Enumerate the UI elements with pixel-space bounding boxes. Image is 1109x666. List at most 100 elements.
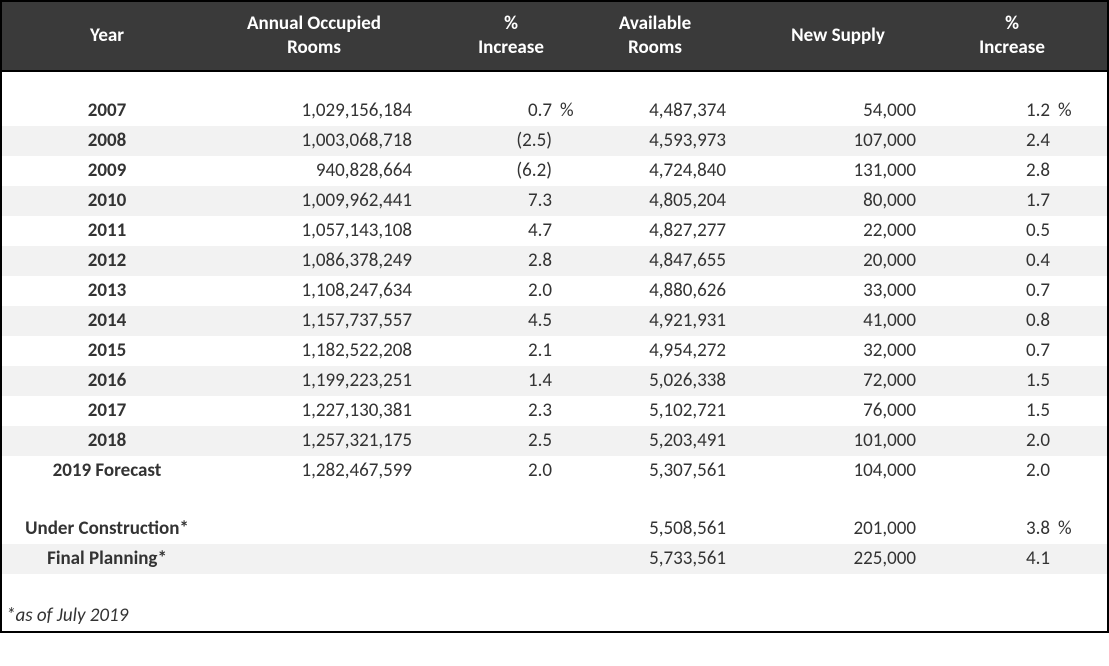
table-body: 20071,029,156,1840.7%4,487,37454,0001.2%…: [2, 96, 1107, 486]
cell-occupied: 1,199,223,251: [212, 366, 442, 396]
spacer-row: [2, 72, 1107, 96]
col-header-available: AvailableRooms: [580, 2, 756, 70]
cell-pct-increase-1: 2.0: [442, 276, 558, 306]
cell-year: 2013: [2, 276, 212, 306]
cell-pct-suffix: %: [1056, 99, 1078, 122]
cell-pct-increase-1: 4.7: [442, 216, 558, 246]
cell-new-supply: 80,000: [756, 186, 946, 216]
cell-pct-increase-2: 1.7: [946, 186, 1056, 216]
cell-available: 4,724,840: [580, 156, 756, 186]
cell-year: 2018: [2, 426, 212, 456]
cell-pct-increase-2: 2.8: [946, 156, 1056, 186]
cell-occupied: 1,057,143,108: [212, 216, 442, 246]
cell-available: 5,733,561: [580, 544, 756, 574]
cell-pct-increase-1: 2.3: [442, 396, 558, 426]
cell-occupied: 1,182,522,208: [212, 336, 442, 366]
cell-new-supply: 33,000: [756, 276, 946, 306]
spacer-row: [2, 574, 1107, 598]
cell-occupied: 1,108,247,634: [212, 276, 442, 306]
hotel-supply-table: Year Annual OccupiedRooms %Increase Avai…: [0, 0, 1109, 633]
col-header-occupied: Annual OccupiedRooms: [212, 2, 442, 70]
cell-pct-increase-2: 1.5: [946, 396, 1056, 426]
cell-pct-increase-2: 0.4: [946, 246, 1056, 276]
cell-pct-increase-2: 3.8: [946, 514, 1056, 544]
cell-pct-increase-2: 2.0: [946, 456, 1056, 486]
cell-pct-increase-2: 0.7: [946, 276, 1056, 306]
cell-year: 2007: [2, 96, 212, 126]
cell-occupied: 1,029,156,184: [212, 96, 442, 126]
cell-available: 5,307,561: [580, 456, 756, 486]
cell-available: 5,508,561: [580, 514, 756, 544]
cell-pct-increase-1: 2.8: [442, 246, 558, 276]
cell-year: 2014: [2, 306, 212, 336]
cell-pct-increase-1: (6.2): [442, 156, 558, 186]
cell-new-supply: 32,000: [756, 336, 946, 366]
cell-pct-increase-1: 0.7: [442, 96, 558, 126]
cell-available: 5,102,721: [580, 396, 756, 426]
table-row: 20111,057,143,1084.74,827,27722,0000.5: [2, 216, 1107, 246]
cell-new-supply: 41,000: [756, 306, 946, 336]
table-summary: Under Construction*5,508,561201,0003.8%F…: [2, 514, 1107, 574]
cell-year: 2009: [2, 156, 212, 186]
cell-available: 4,880,626: [580, 276, 756, 306]
cell-available: 4,847,655: [580, 246, 756, 276]
cell-pct-suffix: %: [558, 99, 580, 122]
cell-occupied: 1,009,962,441: [212, 186, 442, 216]
cell-new-supply: 107,000: [756, 126, 946, 156]
cell-new-supply: 131,000: [756, 156, 946, 186]
table-row: 20181,257,321,1752.55,203,491101,0002.0: [2, 426, 1107, 456]
cell-pct-increase-2: 2.0: [946, 426, 1056, 456]
cell-pct-increase-2: 2.4: [946, 126, 1056, 156]
cell-occupied: 1,003,068,718: [212, 126, 442, 156]
table-header-row: Year Annual OccupiedRooms %Increase Avai…: [2, 2, 1107, 72]
table-row: 2019 Forecast1,282,467,5992.05,307,56110…: [2, 456, 1107, 486]
cell-new-supply: 22,000: [756, 216, 946, 246]
table-row: 20171,227,130,3812.3 5,102,72176,0001.5: [2, 396, 1107, 426]
cell-pct-increase-1: (2.5): [442, 126, 558, 156]
table-row: 20161,199,223,2511.4 5,026,33872,0001.5: [2, 366, 1107, 396]
cell-new-supply: 201,000: [756, 514, 946, 544]
cell-pct-increase-1: 1.4: [442, 366, 558, 396]
cell-occupied: 1,157,737,557: [212, 306, 442, 336]
col-header-year: Year: [2, 2, 212, 70]
cell-year: 2011: [2, 216, 212, 246]
col-header-pct-increase-2: %Increase: [946, 2, 1078, 70]
table-row: 2009940,828,664(6.2) 4,724,840131,0002.8: [2, 156, 1107, 186]
cell-year: 2017: [2, 396, 212, 426]
cell-year: 2015: [2, 336, 212, 366]
cell-available: 4,954,272: [580, 336, 756, 366]
col-header-pct-increase-1: %Increase: [442, 2, 580, 70]
cell-new-supply: 225,000: [756, 544, 946, 574]
cell-pct-increase-1: 4.5: [442, 306, 558, 336]
cell-year: 2019 Forecast: [2, 456, 212, 486]
cell-available: 5,203,491: [580, 426, 756, 456]
col-header-new-supply: New Supply: [756, 2, 946, 70]
cell-available: 4,827,277: [580, 216, 756, 246]
table-row: 20081,003,068,718(2.5)4,593,973107,0002.…: [2, 126, 1107, 156]
cell-available: 5,026,338: [580, 366, 756, 396]
cell-occupied: 1,282,467,599: [212, 456, 442, 486]
cell-new-supply: 72,000: [756, 366, 946, 396]
cell-new-supply: 101,000: [756, 426, 946, 456]
cell-available: 4,805,204: [580, 186, 756, 216]
cell-occupied: 1,227,130,381: [212, 396, 442, 426]
cell-pct-increase-1: 2.0: [442, 456, 558, 486]
cell-pct-suffix: %: [1056, 517, 1078, 540]
cell-pct-increase-2: 0.7: [946, 336, 1056, 366]
table-row: 20101,009,962,4417.34,805,20480,0001.7: [2, 186, 1107, 216]
cell-new-supply: 104,000: [756, 456, 946, 486]
table-row: Under Construction*5,508,561201,0003.8%: [2, 514, 1107, 544]
cell-new-supply: 20,000: [756, 246, 946, 276]
table-row: 20071,029,156,1840.7%4,487,37454,0001.2%: [2, 96, 1107, 126]
table-row: 20141,157,737,5574.54,921,93141,0000.8: [2, 306, 1107, 336]
cell-occupied: 1,257,321,175: [212, 426, 442, 456]
footnote: *as of July 2019: [2, 598, 1107, 631]
cell-pct-increase-1: 7.3: [442, 186, 558, 216]
table-row: 20131,108,247,6342.0 4,880,62633,0000.7: [2, 276, 1107, 306]
cell-new-supply: 76,000: [756, 396, 946, 426]
cell-pct-increase-2: 0.8: [946, 306, 1056, 336]
cell-pct-increase-2: 1.5: [946, 366, 1056, 396]
cell-pct-increase-2: 1.2: [946, 96, 1056, 126]
cell-occupied: 940,828,664: [212, 156, 442, 186]
cell-year: 2016: [2, 366, 212, 396]
